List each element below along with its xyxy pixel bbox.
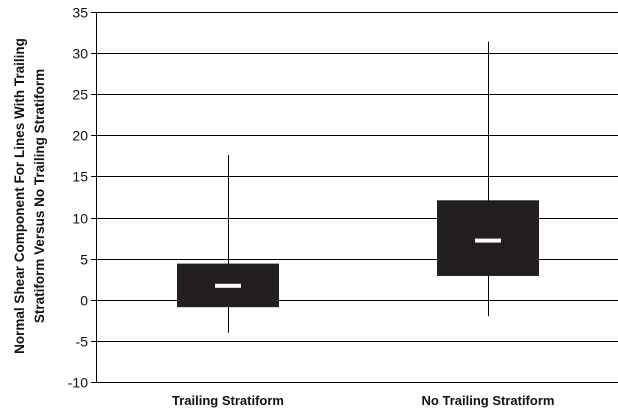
y-axis-title-line-1: Normal Shear Component For Lines With Tr…	[12, 38, 27, 354]
category-labels: Trailing Stratiform No Trailing Stratifor…	[172, 393, 554, 408]
median-marker	[215, 283, 241, 288]
y-tick-label: 30	[72, 46, 88, 62]
median-marker	[475, 238, 501, 243]
y-tick-label: 25	[72, 87, 88, 103]
boxes	[177, 41, 539, 333]
y-tick-label: 20	[72, 128, 88, 144]
y-tick-labels: -10 -5 0 5 10 15 20 25 30 35	[68, 5, 88, 391]
box-iqr	[437, 200, 539, 276]
y-tick-label: 0	[80, 293, 88, 309]
category-label: Trailing Stratiform	[172, 393, 284, 408]
y-tick-label: 10	[72, 211, 88, 227]
y-tick-label: -10	[68, 375, 88, 391]
y-tick-label: 15	[72, 169, 88, 185]
gridlines	[91, 12, 618, 383]
y-tick-label: 5	[80, 252, 88, 268]
y-tick-label: 35	[72, 5, 88, 21]
y-axis-title-line-2: Stratiform Versus No Trailing Stratiform	[32, 69, 47, 323]
category-label: No Trailing Stratiform	[422, 393, 555, 408]
y-tick-label: -5	[76, 334, 89, 350]
